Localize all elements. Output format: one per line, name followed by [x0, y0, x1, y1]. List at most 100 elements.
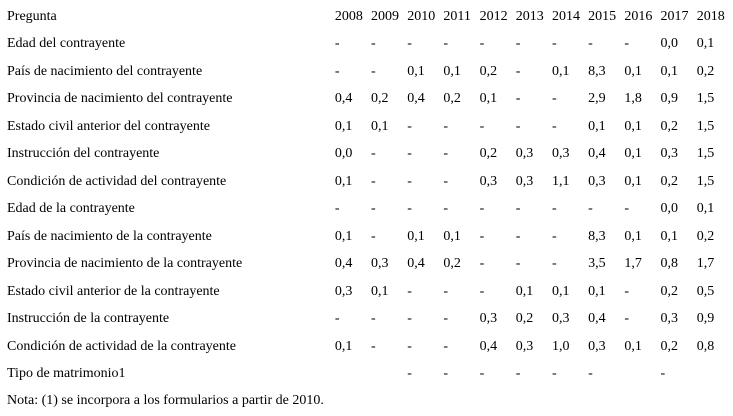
value-cell: - [371, 63, 376, 79]
value-cell: - [551, 228, 557, 244]
table-row: País de nacimiento de la contrayente 0,1 -… [7, 223, 733, 251]
value-cell: 0,8 [696, 338, 715, 354]
value-cell: 0,3 [479, 311, 498, 327]
value-cell: 0,5 [696, 283, 715, 299]
value-cell: 1,5 [696, 173, 715, 189]
value-cell: 1,0 [551, 338, 570, 354]
year-column-header: 2016 [624, 8, 653, 24]
value-cell: 0,1 [696, 36, 715, 52]
value-cell: - [407, 36, 412, 52]
table-row: Instrucción de la contrayente - - - - 0,3 0,2 0… [7, 306, 733, 334]
value-cell: - [407, 146, 412, 162]
year-column-header: 2010 [407, 8, 436, 24]
table-row: Estado civil anterior de la contrayente 0… [7, 278, 733, 306]
value-cell: - [371, 146, 376, 162]
value-cell: 0,1 [624, 173, 642, 189]
value-cell: - [588, 201, 593, 217]
value-cell: - [443, 146, 449, 162]
value-cell: - [624, 283, 629, 299]
table-row: Instrucción del contrayente 0,0 - - - 0,2 0,3 0… [7, 141, 733, 169]
value-cell: - [479, 366, 485, 382]
value-cell: - [660, 366, 666, 382]
value-cell: 0,3 [588, 338, 606, 354]
row-label: Condición de actividad de la contrayente [7, 338, 236, 354]
year-column-header: 2011 [443, 8, 471, 24]
value-cell: 0,2 [443, 256, 461, 272]
value-cell: - [371, 201, 376, 217]
value-cell: 0,1 [660, 63, 679, 79]
value-cell: - [371, 228, 376, 244]
value-cell: - [515, 36, 521, 52]
year-column-header: 2018 [696, 8, 725, 24]
value-cell: - [407, 283, 412, 299]
value-cell: - [515, 118, 521, 134]
value-cell: - [443, 118, 449, 134]
value-cell: 0,4 [407, 91, 425, 107]
value-cell [697, 361, 733, 389]
table-row: Tipo de matrimonio1 - - - - - - - [7, 361, 733, 389]
value-cell: 0,1 [551, 283, 570, 299]
value-cell: 1,8 [624, 91, 642, 107]
value-cell: - [515, 366, 521, 382]
value-cell: 0,2 [443, 91, 461, 107]
row-label: País de nacimiento de la contrayente [7, 228, 212, 244]
row-label: Estado civil anterior del contrayente [7, 118, 210, 134]
year-column-header: 2009 [371, 8, 400, 24]
value-cell: 0,9 [660, 91, 679, 107]
value-cell: 8,3 [588, 228, 606, 244]
value-cell: 0,1 [588, 283, 606, 299]
row-label: Provincia de nacimiento de la contrayent… [7, 256, 243, 272]
year-column-header: 2012 [479, 8, 508, 24]
value-cell: - [479, 283, 485, 299]
value-cell: - [407, 311, 412, 327]
value-cell: - [371, 173, 376, 189]
value-cell: 0,0 [660, 201, 679, 217]
value-cell: - [479, 36, 485, 52]
value-cell: 0,1 [334, 173, 353, 189]
value-cell: 0,3 [588, 173, 606, 189]
table-header-row: Pregunta 2008 2009 2010 2011 2012 2013 2014 201… [7, 3, 733, 31]
year-column-header: 2015 [588, 8, 617, 24]
value-cell: - [334, 201, 340, 217]
value-cell: - [407, 173, 412, 189]
value-cell: 0,3 [660, 146, 679, 162]
year-column-header: 2014 [551, 8, 580, 24]
value-cell [335, 361, 371, 389]
value-cell: - [624, 36, 629, 52]
value-cell: - [515, 228, 521, 244]
value-cell: - [371, 36, 376, 52]
value-cell: 0,1 [443, 228, 461, 244]
value-cell: - [443, 36, 449, 52]
value-cell: - [443, 283, 449, 299]
value-cell: 0,2 [696, 63, 715, 79]
value-cell: 0,1 [371, 283, 389, 299]
value-cell: - [551, 201, 557, 217]
value-cell: 0,2 [479, 146, 498, 162]
row-label: Provincia de nacimiento del contrayente [7, 91, 233, 107]
value-cell: 8,3 [588, 63, 606, 79]
value-cell: 0,9 [696, 311, 715, 327]
value-cell: 0,3 [551, 146, 570, 162]
value-cell: - [407, 118, 412, 134]
value-cell: 0,1 [660, 228, 679, 244]
table-row: Provincia de nacimiento del contrayente 0… [7, 86, 733, 114]
value-cell: 0,4 [334, 91, 353, 107]
value-cell: - [515, 201, 521, 217]
value-cell: 0,3 [334, 283, 353, 299]
value-cell: 0,1 [334, 118, 353, 134]
value-cell: 1,5 [696, 91, 715, 107]
value-cell: 0,1 [334, 338, 353, 354]
value-cell: - [334, 63, 340, 79]
value-cell: 0,3 [371, 256, 389, 272]
table-row: Provincia de nacimiento de la contrayent… [7, 251, 733, 279]
value-cell: 0,1 [624, 146, 642, 162]
value-cell: - [551, 256, 557, 272]
table-row: Estado civil anterior del contrayente 0,1… [7, 113, 733, 141]
table-row: Condición de actividad de la contrayente… [7, 333, 733, 361]
value-cell: - [515, 63, 521, 79]
year-column-header: 2017 [660, 8, 689, 24]
value-cell: - [588, 36, 593, 52]
value-cell: 3,5 [588, 256, 606, 272]
value-cell: 0,1 [696, 201, 715, 217]
value-cell: - [443, 338, 449, 354]
